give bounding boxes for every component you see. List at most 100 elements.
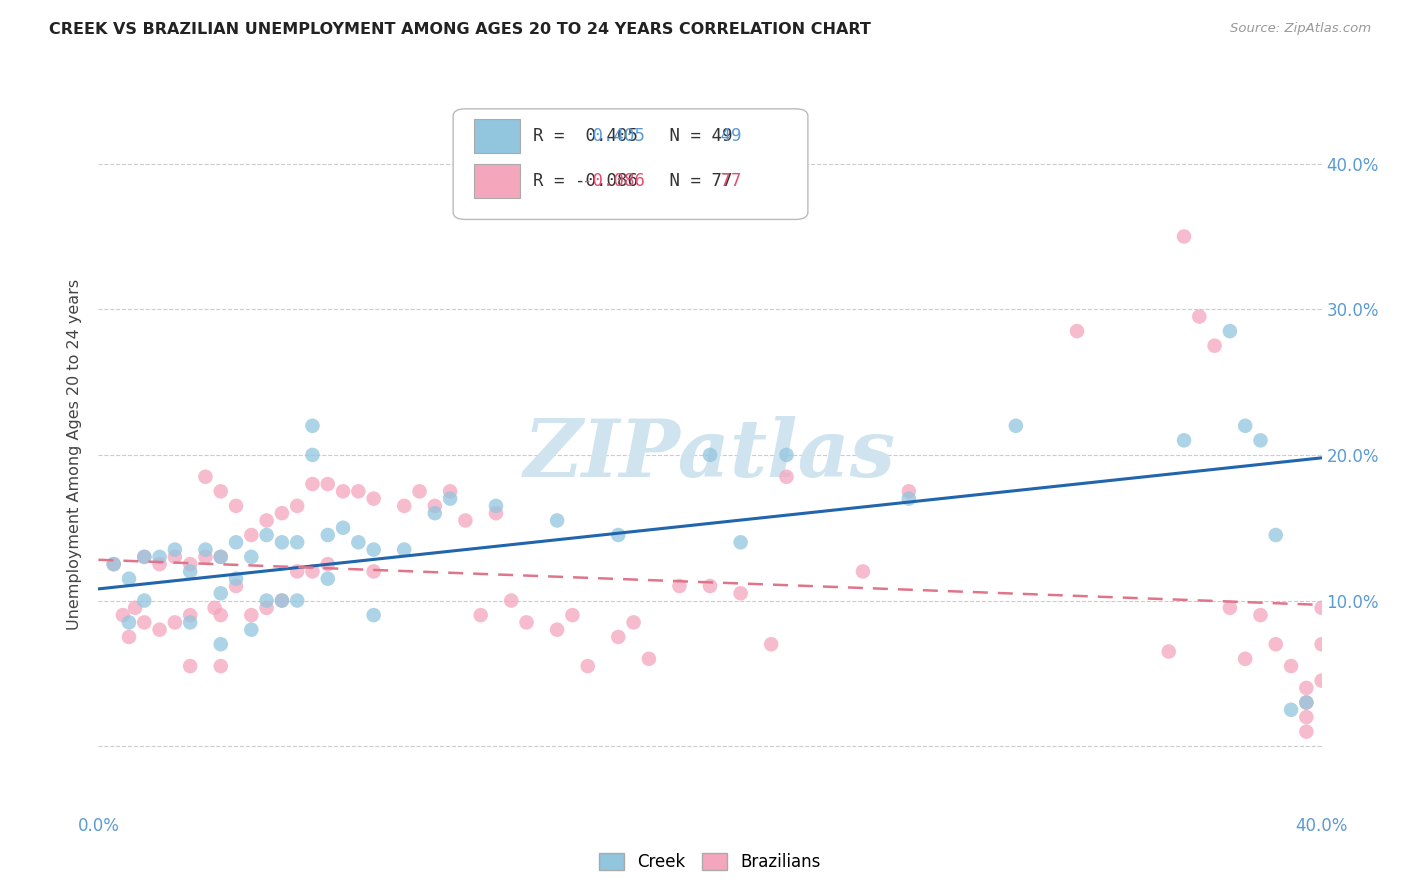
Point: [897, 491, 920, 506]
Point: [699, 579, 721, 593]
Point: [240, 608, 263, 623]
Text: 0.405: 0.405: [582, 127, 644, 145]
Point: [163, 542, 186, 557]
FancyBboxPatch shape: [453, 109, 808, 219]
Point: [1219, 600, 1241, 615]
Point: [1264, 637, 1286, 651]
Point: [209, 549, 232, 564]
Point: [256, 513, 278, 527]
Point: [209, 608, 232, 623]
Point: [149, 623, 172, 637]
Point: [775, 469, 797, 483]
Point: [775, 448, 797, 462]
Point: [699, 448, 721, 462]
Point: [270, 506, 292, 520]
Point: [163, 549, 186, 564]
Point: [439, 484, 461, 499]
Point: [423, 499, 446, 513]
Point: [149, 557, 172, 571]
Point: [607, 528, 630, 542]
Point: [1173, 434, 1195, 448]
Point: [1234, 652, 1257, 666]
Point: [301, 565, 323, 579]
Point: [363, 565, 385, 579]
Point: [209, 484, 232, 499]
Point: [1310, 600, 1333, 615]
Point: [423, 506, 446, 520]
Point: [637, 652, 661, 666]
Point: [546, 623, 568, 637]
Text: 49: 49: [710, 127, 741, 145]
Point: [179, 557, 201, 571]
Point: [1066, 324, 1088, 338]
Text: Source: ZipAtlas.com: Source: ZipAtlas.com: [1230, 22, 1371, 36]
Point: [225, 572, 247, 586]
Point: [301, 418, 323, 433]
Point: [134, 549, 156, 564]
Point: [285, 565, 308, 579]
Point: [134, 615, 156, 630]
Point: [576, 659, 599, 673]
Point: [623, 615, 645, 630]
Point: [1295, 696, 1317, 710]
Point: [316, 557, 339, 571]
Point: [1004, 418, 1026, 433]
Text: ZIPatlas: ZIPatlas: [524, 417, 896, 493]
Point: [103, 557, 125, 571]
Point: [225, 499, 247, 513]
Point: [111, 608, 134, 623]
Point: [897, 484, 920, 499]
Point: [730, 535, 752, 549]
Point: [1234, 418, 1257, 433]
Point: [546, 513, 568, 527]
Point: [124, 600, 146, 615]
Point: [225, 579, 247, 593]
Point: [118, 615, 141, 630]
Point: [1204, 339, 1226, 353]
Point: [363, 491, 385, 506]
Point: [209, 586, 232, 600]
Point: [194, 549, 217, 564]
Point: [103, 557, 125, 571]
Point: [225, 535, 247, 549]
Point: [561, 608, 583, 623]
Point: [392, 542, 416, 557]
Point: [1279, 659, 1302, 673]
Point: [240, 549, 263, 564]
Point: [194, 542, 217, 557]
Point: [759, 637, 782, 651]
Text: R = -0.086   N = 77: R = -0.086 N = 77: [533, 172, 733, 190]
Text: 77: 77: [710, 172, 741, 190]
Point: [194, 469, 217, 483]
FancyBboxPatch shape: [474, 164, 520, 198]
Point: [1264, 528, 1286, 542]
Point: [1310, 637, 1333, 651]
Point: [852, 565, 875, 579]
Point: [501, 593, 523, 607]
Text: CREEK VS BRAZILIAN UNEMPLOYMENT AMONG AGES 20 TO 24 YEARS CORRELATION CHART: CREEK VS BRAZILIAN UNEMPLOYMENT AMONG AG…: [49, 22, 872, 37]
Point: [730, 586, 752, 600]
Point: [316, 572, 339, 586]
Point: [470, 608, 492, 623]
Point: [179, 615, 201, 630]
Point: [668, 579, 690, 593]
Point: [285, 593, 308, 607]
Point: [316, 477, 339, 491]
Point: [209, 549, 232, 564]
Y-axis label: Unemployment Among Ages 20 to 24 years: Unemployment Among Ages 20 to 24 years: [67, 279, 83, 631]
Point: [1219, 324, 1241, 338]
Point: [240, 623, 263, 637]
Point: [516, 615, 538, 630]
FancyBboxPatch shape: [474, 119, 520, 153]
Point: [332, 521, 354, 535]
Point: [204, 600, 226, 615]
Point: [1173, 229, 1195, 244]
Point: [347, 484, 370, 499]
Text: R =  0.405   N = 49: R = 0.405 N = 49: [533, 127, 733, 145]
Point: [285, 499, 308, 513]
Point: [607, 630, 630, 644]
Point: [1279, 703, 1302, 717]
Point: [179, 608, 201, 623]
Point: [118, 572, 141, 586]
Point: [301, 448, 323, 462]
